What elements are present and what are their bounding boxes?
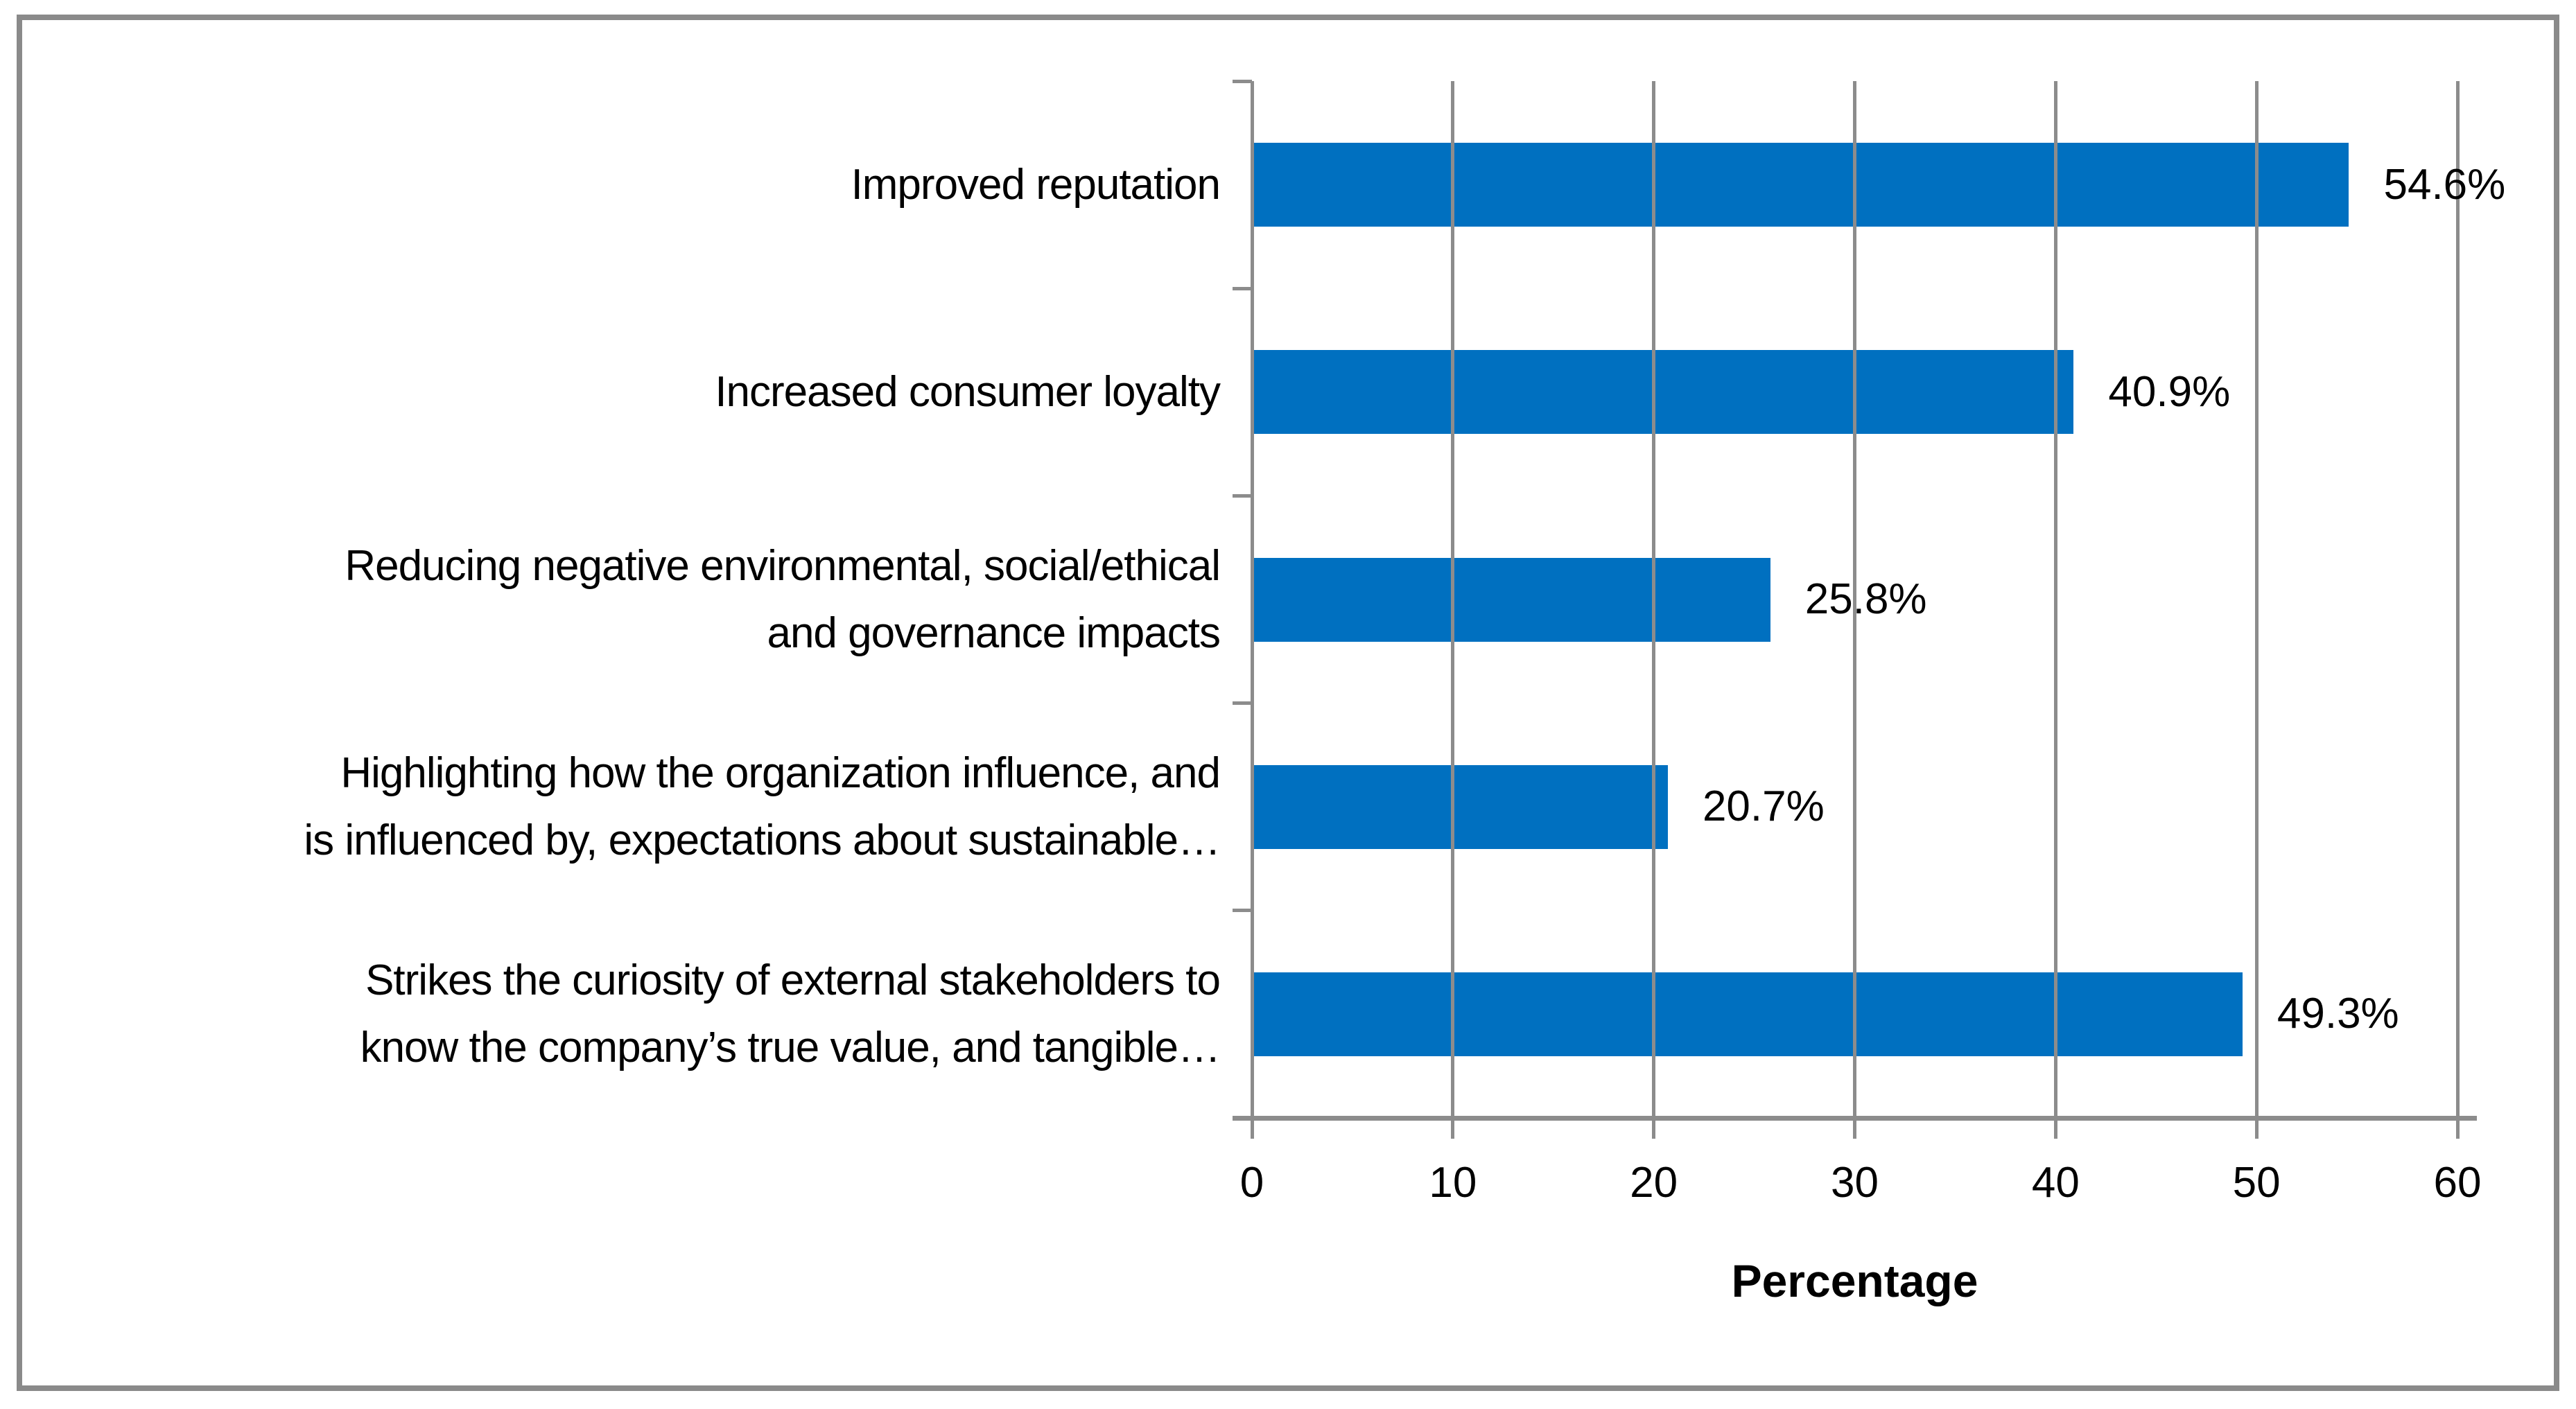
plot-area [1252,81,2457,1118]
tick-mark-30 [1853,1118,1856,1139]
tick-label-50: 50 [2232,1159,2281,1207]
tick-label-30: 30 [1831,1159,1879,1207]
category-label: Highlighting how the organization influe… [304,749,1221,865]
bar-value-label: 40.9% [2108,367,2231,416]
bar-value-label: 54.6% [2383,160,2506,209]
tick-mark-0 [1250,1118,1254,1139]
tick-label-20: 20 [1630,1159,1678,1207]
tick-mark-10 [1451,1118,1455,1139]
bar-value-label: 49.3% [2277,990,2399,1038]
category-tick-mark [1233,286,1252,290]
tick-label-40: 40 [2031,1159,2080,1207]
tick-label-60: 60 [2433,1159,2482,1207]
bar [1252,143,2349,227]
bar [1252,764,1668,849]
gridline-60 [2455,81,2460,1118]
tick-mark-50 [2254,1118,2259,1139]
category-tick-mark [1233,493,1252,498]
category-tick-mark [1233,909,1252,913]
tick-mark-60 [2455,1118,2460,1139]
x-axis-line [1233,1116,2477,1121]
gridline-30 [1853,81,1856,1118]
gridline-0 [1250,81,1254,1118]
category-tick-mark [1233,79,1252,83]
category-label: Reducing negative environmental, social/… [345,541,1221,657]
bar-value-label: 25.8% [1804,575,1927,623]
category-label: Strikes the curiosity of external stakeh… [360,956,1221,1072]
tick-label-10: 10 [1429,1159,1477,1207]
category-label: Improved reputation [851,161,1221,209]
tick-label-0: 0 [1239,1159,1264,1207]
category-tick-mark [1233,701,1252,706]
tick-mark-40 [2053,1118,2057,1139]
bar [1252,557,1770,642]
category-label: Increased consumer loyalty [715,368,1221,417]
category-tick-mark [1233,1116,1252,1120]
bar [1252,350,2074,435]
bar [1252,972,2243,1056]
gridline-50 [2254,81,2259,1118]
chart-outer-border [17,15,2559,1391]
bar-value-label: 20.7% [1702,782,1825,831]
gridline-40 [2053,81,2057,1118]
x-axis-title: Percentage [1731,1255,1978,1306]
gridline-10 [1451,81,1455,1118]
tick-mark-20 [1652,1118,1656,1139]
gridline-20 [1652,81,1656,1118]
